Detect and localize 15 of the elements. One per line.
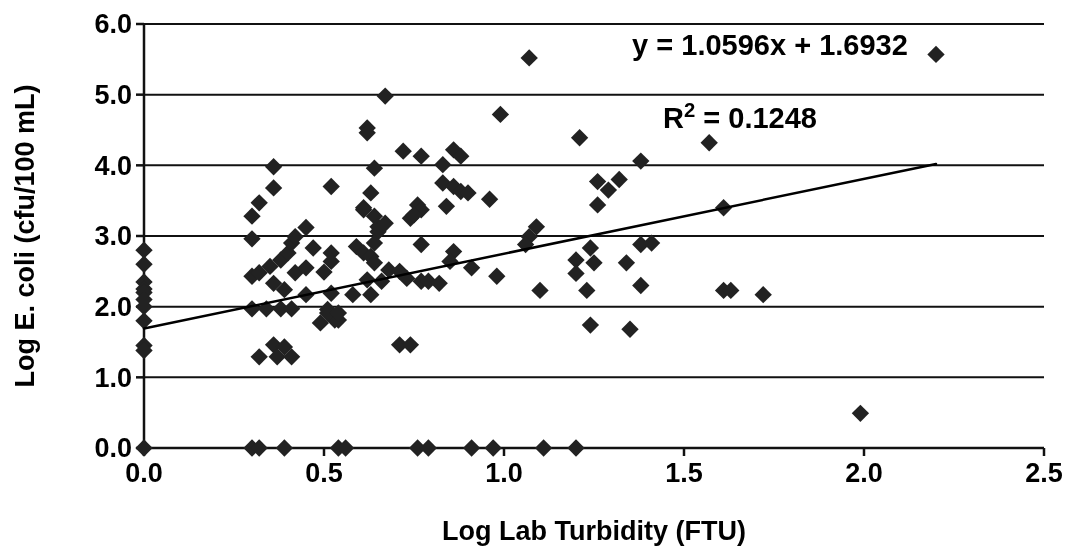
x-tick-label: 0.5 — [305, 458, 343, 488]
y-tick-label: 1.0 — [94, 362, 132, 393]
y-tick-label: 5.0 — [94, 80, 132, 111]
y-tick-label: 3.0 — [94, 221, 132, 252]
annotation: R$^{2}$ = 0.1248 — [663, 99, 817, 134]
y-tick-label: 4.0 — [94, 150, 132, 181]
y-tick-label: 6.0 — [94, 9, 132, 40]
y-tick-label: 2.0 — [94, 292, 132, 323]
y-axis-title: Log E. coli (cfu/100 mL) — [10, 84, 40, 388]
x-tick-label: 2.0 — [845, 458, 883, 488]
x-axis-title: Log Lab Turbidity (FTU) — [442, 516, 746, 546]
x-tick-label: 1.5 — [665, 458, 703, 488]
x-tick-label: 2.5 — [1025, 458, 1063, 488]
x-tick-label: 1.0 — [485, 458, 523, 488]
annotation: y = 1.0596x + 1.6932 — [632, 29, 908, 61]
